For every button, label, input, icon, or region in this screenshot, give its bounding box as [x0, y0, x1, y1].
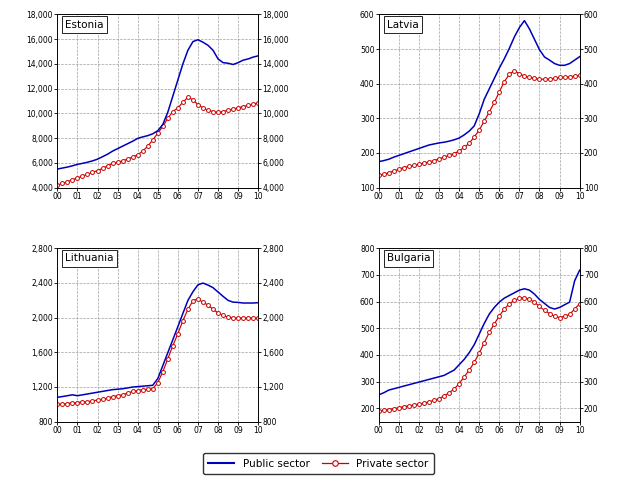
Legend: Public sector, Private sector: Public sector, Private sector [203, 454, 434, 474]
Text: Bulgaria: Bulgaria [387, 253, 431, 263]
Text: Lithuania: Lithuania [66, 253, 114, 263]
Text: Estonia: Estonia [66, 20, 104, 30]
Text: Latvia: Latvia [387, 20, 419, 30]
